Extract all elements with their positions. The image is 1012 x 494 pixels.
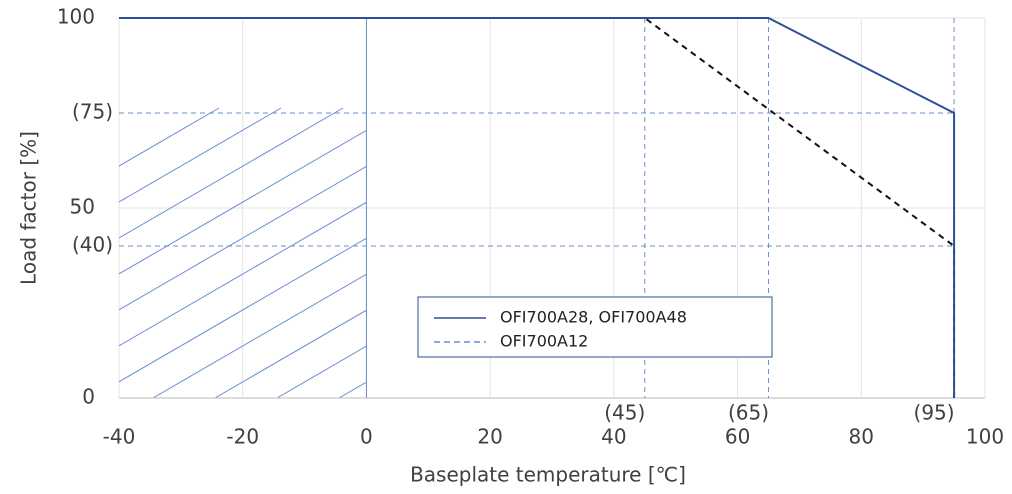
x-tick-label: 20 xyxy=(477,425,502,449)
reference-label: (75) xyxy=(72,100,113,124)
reference-label: (65) xyxy=(728,401,769,425)
x-tick-label: 80 xyxy=(849,425,874,449)
hatch-line xyxy=(119,165,367,311)
reference-label: (40) xyxy=(72,233,113,257)
series-line xyxy=(119,17,956,398)
legend-box xyxy=(417,296,773,358)
legend-label: OFI700A12 xyxy=(500,332,588,351)
x-tick-label: 0 xyxy=(360,425,373,449)
hatch-line xyxy=(276,345,367,398)
x-tick-label: 100 xyxy=(966,425,1004,449)
hatch-line xyxy=(152,273,367,398)
y-axis-label: Load factor [%] xyxy=(17,131,41,285)
hatch-line xyxy=(119,237,367,383)
x-tick-label: 40 xyxy=(601,425,626,449)
reference-label: (95) xyxy=(914,401,955,425)
hatch-line xyxy=(119,201,367,347)
hatch-line xyxy=(119,107,282,203)
x-tick-label: -20 xyxy=(226,425,259,449)
x-tick-label: -40 xyxy=(103,425,136,449)
hatch-line xyxy=(119,107,344,239)
x-tick-label: 60 xyxy=(725,425,750,449)
reference-label: (45) xyxy=(604,401,645,425)
y-tick-label: 0 xyxy=(82,385,95,409)
hatch-region xyxy=(119,107,367,398)
x-axis-label: Baseplate temperature [℃] xyxy=(410,463,686,487)
y-tick-label: 100 xyxy=(57,5,95,29)
series-line xyxy=(119,17,956,398)
y-tick-label: 50 xyxy=(70,195,95,219)
hatch-line xyxy=(214,309,367,398)
hatch-line xyxy=(119,129,367,275)
hatch-line xyxy=(119,107,220,167)
legend-label: OFI700A28, OFI700A48 xyxy=(500,308,687,327)
